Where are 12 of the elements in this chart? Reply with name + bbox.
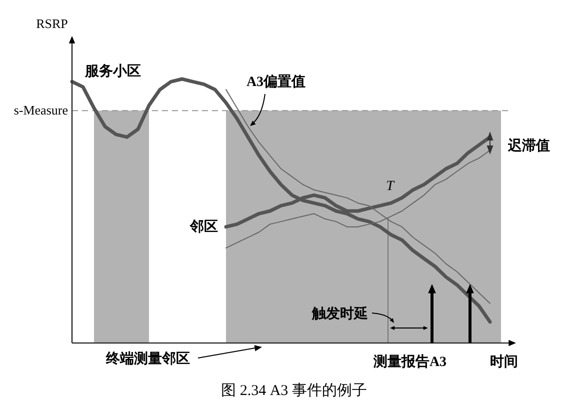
y-axis-title: RSRP — [36, 16, 68, 31]
series-label: 服务小区 — [84, 64, 141, 80]
text: 图 2.34 A3 事件的例子 — [221, 382, 367, 399]
x-axis-title: 时间 — [490, 354, 518, 370]
text: 测量报告A3 — [372, 354, 447, 370]
annotation: T — [386, 179, 396, 194]
annotation: 触发时延 — [311, 306, 368, 322]
series-label: 邻区 — [189, 218, 218, 235]
ref-line-label: s-Measure — [14, 102, 68, 118]
text: 终端测量邻区 — [105, 351, 190, 367]
annotation: A3偏置值 — [246, 74, 306, 90]
annotation: 迟滞值 — [507, 138, 550, 154]
